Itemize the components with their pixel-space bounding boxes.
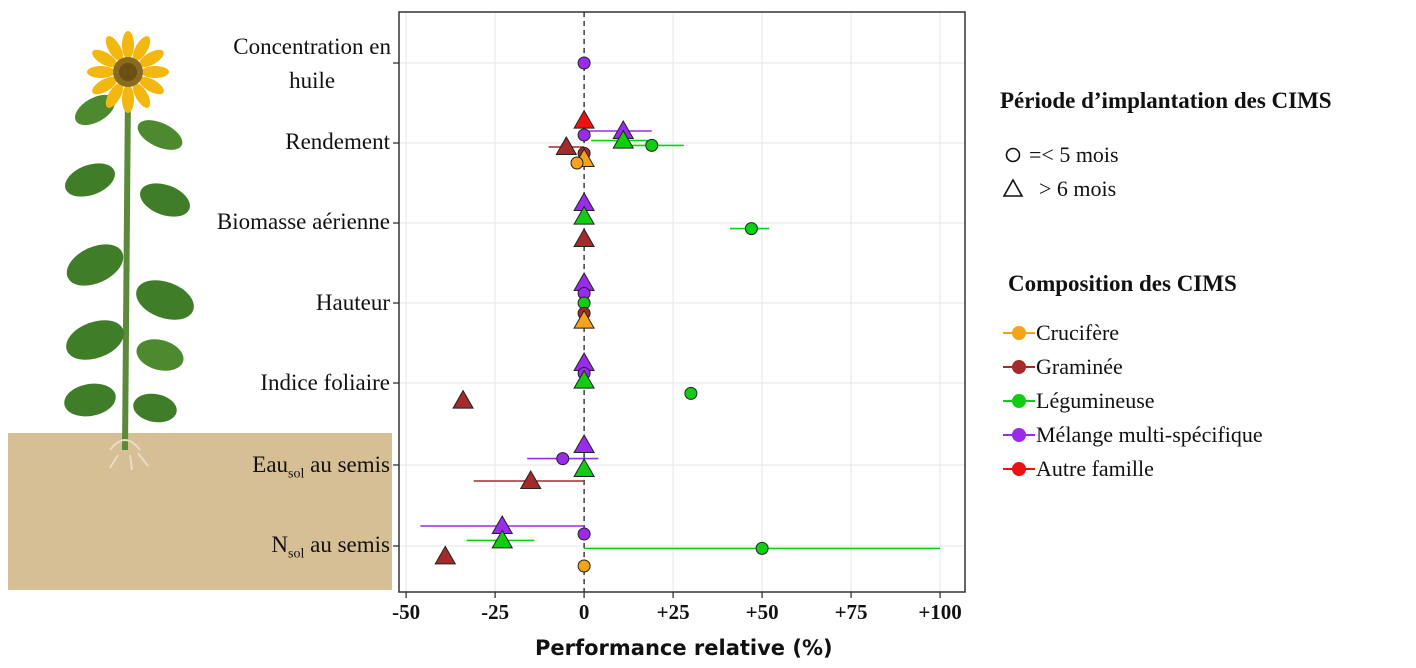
x-tick-label: +100 — [918, 600, 961, 624]
category-label-eau-sol: Eausol au semis — [252, 452, 390, 482]
data-points — [434, 56, 769, 573]
legend-swatch — [1003, 428, 1035, 442]
triangle-icon — [1003, 178, 1024, 197]
data-point-triangle — [434, 545, 457, 565]
error-bars — [420, 130, 941, 550]
x-tick-label: +50 — [746, 600, 779, 624]
x-tick-label: -50 — [392, 600, 420, 624]
legend-swatch — [1003, 462, 1035, 476]
y-axis-ticks — [393, 62, 399, 547]
category-label-biomasse: Biomasse aérienne — [216, 209, 390, 234]
data-point-circle — [645, 138, 659, 152]
legend-swatch-dot — [1012, 428, 1026, 442]
data-point-circle — [570, 156, 584, 170]
legend-swatch-dot — [1012, 394, 1026, 408]
data-point-circle — [577, 527, 591, 541]
data-point-circle — [577, 56, 591, 70]
legend-swatch-dot — [1012, 326, 1026, 340]
category-label-indice-foliaire: Indice foliaire — [260, 370, 390, 395]
legend-color-title: Composition des CIMS — [1008, 271, 1237, 296]
data-point-triangle — [452, 389, 474, 409]
data-point-triangle — [573, 457, 595, 477]
legend-label: Mélange multi-spécifique — [1036, 422, 1263, 447]
x-tick-label: 0 — [579, 600, 590, 624]
data-point-circle — [744, 222, 758, 236]
x-axis-ticks: -50 -25 0 +25 +50 +75 +100 — [392, 592, 962, 624]
legend-color-item: Mélange multi-spécifique — [1002, 422, 1263, 448]
grid — [399, 12, 965, 592]
legend-color-item: Légumineuse — [1002, 388, 1155, 414]
legend-shape-triangle: > 6 mois — [1003, 176, 1116, 202]
data-point-triangle — [573, 433, 595, 453]
category-label-hauteur: Hauteur — [315, 290, 390, 315]
category-label-n-sol: Nsol au semis — [271, 532, 390, 562]
sunflower-illustration — [64, 31, 194, 470]
legend-color-item: Crucifère — [1002, 320, 1119, 346]
data-point-triangle — [573, 309, 595, 329]
legend-swatch — [1003, 326, 1035, 340]
legend-label: Crucifère — [1036, 320, 1120, 345]
legend-swatch-dot — [1012, 360, 1026, 374]
x-tick-label: +25 — [657, 600, 690, 624]
x-tick-label: +75 — [835, 600, 868, 624]
category-label-rendement: Rendement — [285, 129, 390, 154]
x-axis-label: Performance relative (%) — [535, 636, 833, 660]
data-point-circle — [755, 541, 769, 555]
category-label-concentration: Concentration en huile — [233, 34, 391, 93]
legend-color-item: Graminée — [1002, 354, 1123, 380]
data-point-triangle — [612, 129, 635, 149]
data-point-triangle — [573, 205, 595, 225]
data-point-circle — [556, 452, 570, 466]
data-point-triangle — [573, 109, 595, 129]
data-point-triangle — [519, 469, 542, 489]
legend-label: Graminée — [1036, 354, 1123, 379]
x-tick-label: -25 — [481, 600, 509, 624]
legend-swatch — [1003, 360, 1035, 374]
circle-icon — [1005, 147, 1021, 163]
data-point-triangle — [573, 227, 595, 247]
legend-label: Légumineuse — [1036, 388, 1155, 413]
data-point-circle — [577, 559, 591, 573]
data-point-circle — [684, 386, 698, 400]
plot-frame — [398, 11, 966, 593]
soil-background — [8, 433, 392, 590]
legend-color-item: Autre famille — [1002, 456, 1154, 482]
data-point-circle — [577, 128, 591, 142]
data-point-triangle — [555, 135, 578, 155]
data-point-triangle — [573, 369, 595, 389]
data-point-triangle — [491, 529, 514, 549]
legend-label: Autre famille — [1036, 456, 1154, 481]
legend-swatch-dot — [1012, 462, 1026, 476]
legend-shape-title: Période d’implantation des CIMS — [1000, 88, 1332, 113]
legend-swatch — [1003, 394, 1035, 408]
legend-shape-circle: =< 5 mois — [1003, 142, 1119, 168]
